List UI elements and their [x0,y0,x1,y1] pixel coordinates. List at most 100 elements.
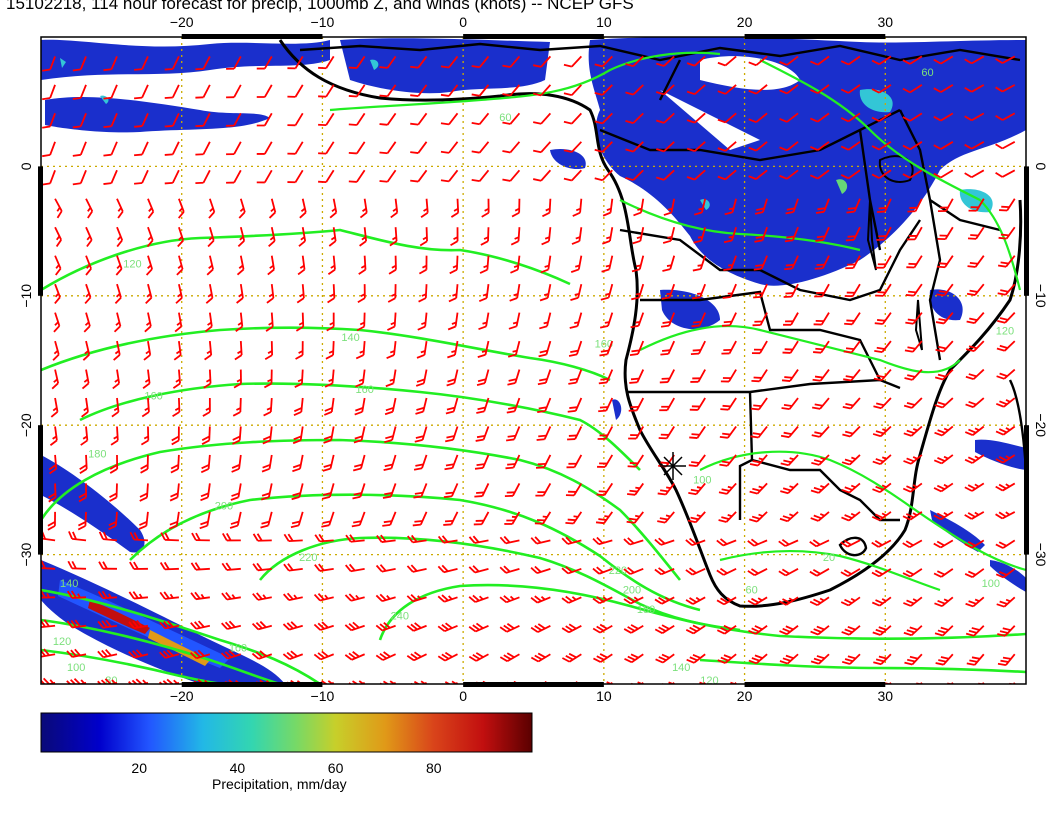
contour-label: 120 [123,258,141,270]
wind-barb [871,169,892,179]
wind-barb [159,620,180,630]
contour-label: 80 [105,675,117,687]
wind-barb [287,141,304,155]
wind-barb [626,511,644,524]
wind-barb [874,312,892,325]
wind-barb [234,341,243,361]
wind-barb [111,397,120,418]
wind-barb [535,454,552,469]
wind-barb [236,284,244,304]
wind-barb [631,283,645,301]
wind-barb [54,255,62,276]
lat-tick-label-left: −20 [18,413,34,437]
wind-barb [109,454,119,474]
wind-barb [934,397,954,409]
wind-barb [748,112,768,124]
wind-barb [995,454,1016,464]
wind-barb [810,482,830,494]
wind-barb [232,426,242,445]
wind-barb [203,369,212,389]
axis-tick-labels: −20 −20 −10 −10 0 0 10 10 20 20 30 30 0 0 −10 −10 −20 −20… [18,14,1049,704]
wind-barb [226,169,242,184]
wind-barb [809,539,830,548]
wind-barb [318,141,335,155]
wind-barb [903,397,923,409]
wind-barb [348,141,366,155]
wind-barb [561,536,582,545]
wind-barb [468,652,489,662]
wind-barb [933,511,954,521]
wind-barb [173,340,182,361]
wind-barb [473,511,490,526]
wind-barb [997,312,1016,324]
wind-barb [937,198,954,213]
wind-barb [200,483,211,502]
wind-barb [720,397,737,411]
lon-tick-label-bottom: −20 [170,688,194,704]
wind-barb [747,568,768,577]
wind-barb [160,532,179,542]
wind-barb [594,55,613,68]
wind-barb [597,454,614,468]
precip-area-west-africa [41,38,550,133]
frame-bar-right [1024,166,1029,296]
wind-barb [840,568,861,577]
wind-barb [532,55,552,68]
wind-barb [530,623,551,633]
wind-barb [872,454,892,466]
wind-barb [689,425,706,439]
wind-barb [657,482,675,496]
wind-barb [81,397,89,418]
wind-barb [42,84,56,101]
chart-title: 15102218, 114 hour forecast for precip, … [6,0,634,13]
colorbar-tick-label: 60 [328,760,344,776]
wind-barb [965,368,985,381]
wind-barb [78,483,87,503]
wind-barb [625,55,644,68]
wind-barb [508,312,521,330]
wind-barb [205,283,214,304]
wind-barb [510,227,521,246]
wind-barb [177,226,185,248]
wind-barb [784,226,799,243]
wind-barb [902,482,923,493]
wind-barb [967,226,985,240]
wind-barb [592,596,613,605]
frame-bar-right [1024,425,1029,555]
wind-barb [413,483,428,499]
wind-barb [375,564,396,573]
wind-barb [659,397,675,412]
wind-barb [321,483,335,500]
wind-barb [748,55,768,67]
wind-barb [845,255,861,270]
wind-barb [845,226,861,242]
wind-barb [995,511,1016,520]
wind-barbs [41,55,1016,684]
wind-barb [904,653,923,666]
wind-barb [717,169,737,181]
wind-barb [876,226,892,241]
wind-barb [716,538,737,547]
wind-barb [294,369,304,388]
wind-barb [997,283,1016,296]
wind-barb [207,226,215,248]
wind-barb [290,511,304,529]
wind-barb [440,169,459,183]
wind-barb [352,483,366,500]
wind-barb [115,255,123,276]
wind-barb [443,483,459,499]
wind-barb [625,141,644,153]
contour-label: 160 [595,339,613,351]
wind-barb [968,198,985,212]
wind-barb [719,425,737,439]
wind-barb [406,564,427,573]
wind-barb [783,283,799,298]
wind-barb [719,454,737,467]
wind-barb [724,198,737,216]
wind-barb [200,454,211,474]
wind-barb [965,397,985,408]
wind-barb [159,561,179,571]
wind-barb [809,596,830,606]
wind-barb [221,532,241,542]
